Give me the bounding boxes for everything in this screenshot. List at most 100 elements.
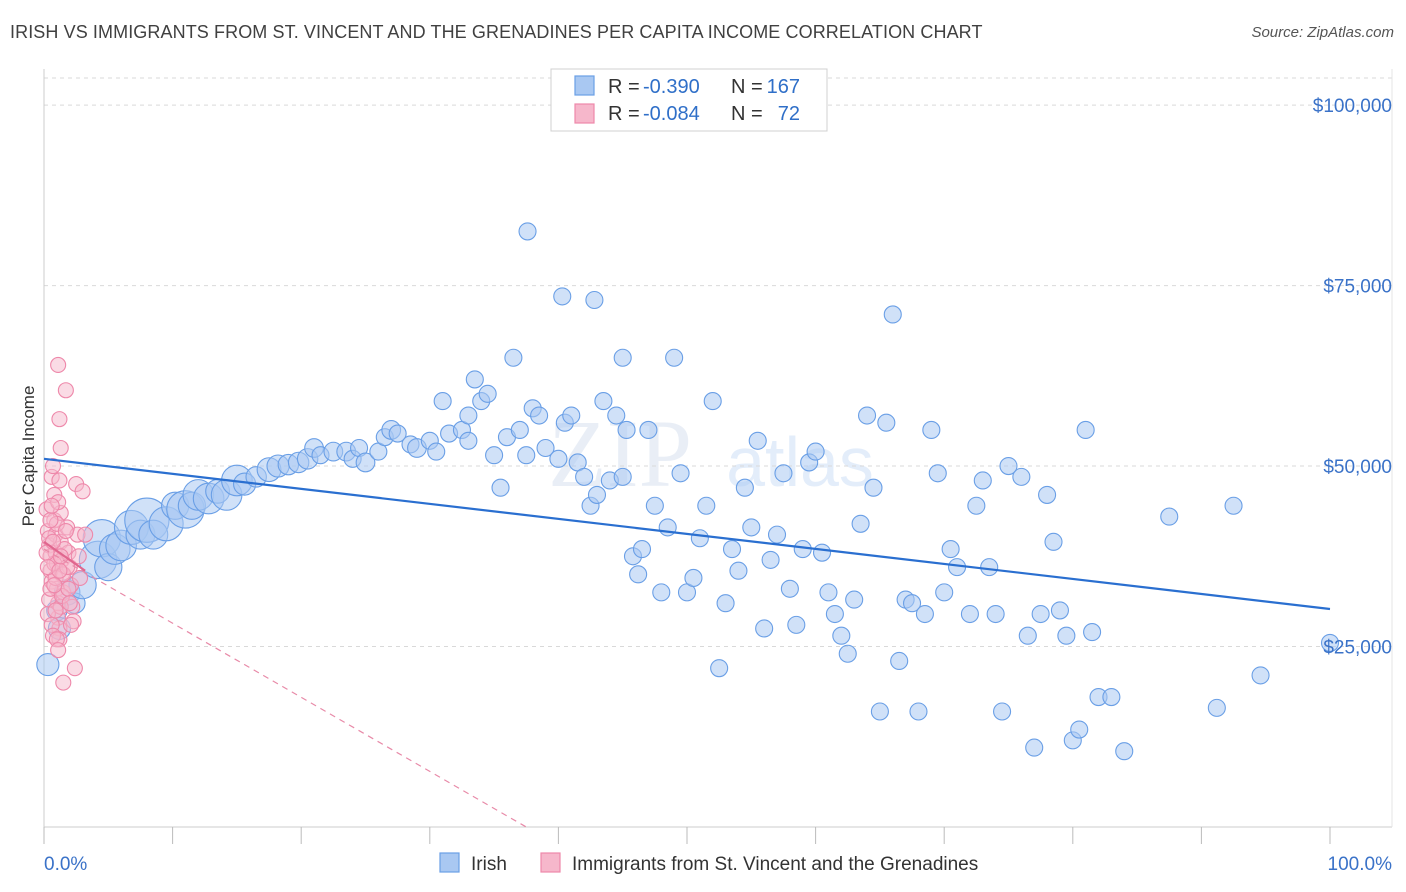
irish-trend-line bbox=[43, 457, 1331, 611]
irish-point bbox=[967, 496, 986, 515]
series-legend-swatch-immigrants bbox=[540, 852, 561, 873]
legend-r-value-immigrants: -0.084 bbox=[643, 103, 700, 125]
legend-r-label-irish: R = bbox=[608, 76, 640, 98]
irish-point bbox=[890, 651, 909, 671]
irish-point bbox=[562, 406, 581, 425]
irish-point bbox=[935, 583, 954, 602]
legend-swatch-irish bbox=[574, 75, 595, 96]
legend-n-value-immigrants: 72 bbox=[778, 103, 800, 125]
irish-point bbox=[553, 287, 572, 306]
y-tick-label: $50,000 bbox=[1323, 457, 1392, 478]
gridlines bbox=[44, 77, 1392, 648]
series-legend-label-immigrants: Immigrants from St. Vincent and the Gren… bbox=[572, 854, 978, 875]
irish-point bbox=[518, 222, 537, 241]
irish-point bbox=[729, 561, 748, 580]
irish-point bbox=[806, 442, 825, 461]
irish-point bbox=[1050, 601, 1069, 620]
immigrant-point bbox=[60, 580, 77, 597]
irish-point bbox=[915, 604, 934, 624]
immigrant-point bbox=[50, 642, 67, 659]
svg-immigrant-points bbox=[38, 356, 94, 691]
y-tick-label: $75,000 bbox=[1323, 277, 1392, 298]
irish-point bbox=[459, 406, 478, 425]
irish-point bbox=[928, 464, 947, 483]
immigrant-point bbox=[57, 522, 74, 540]
immigrant-point bbox=[52, 548, 69, 565]
irish-point bbox=[767, 525, 787, 544]
irish-point bbox=[1083, 623, 1102, 642]
irish-point bbox=[1320, 633, 1340, 652]
legend-r-value-irish: -0.390 bbox=[643, 76, 700, 98]
axes bbox=[43, 69, 1393, 844]
irish-point bbox=[825, 604, 844, 624]
legend-n-value-irish: 167 bbox=[767, 76, 800, 98]
immigrant-point bbox=[52, 439, 69, 457]
irish-point bbox=[761, 550, 780, 569]
immigrant-point bbox=[62, 616, 80, 633]
immigrant-point bbox=[51, 411, 68, 428]
irish-point bbox=[594, 392, 613, 411]
immigrant-point bbox=[55, 674, 72, 691]
irish-point bbox=[690, 529, 709, 548]
irish-point bbox=[1115, 742, 1134, 761]
irish-point bbox=[909, 702, 928, 721]
irish-point bbox=[710, 659, 729, 678]
immigrant-point bbox=[50, 356, 67, 374]
irish-point bbox=[960, 604, 979, 624]
irish-point bbox=[735, 478, 754, 497]
irish-point bbox=[639, 420, 658, 440]
irish-point bbox=[575, 467, 594, 486]
irish-point bbox=[1038, 485, 1057, 504]
irish-point bbox=[510, 420, 529, 440]
immigrant-point bbox=[42, 512, 59, 529]
irish-point bbox=[845, 590, 864, 609]
irish-point bbox=[465, 370, 484, 389]
irish-point bbox=[1057, 626, 1076, 645]
x-tick-label-left: 0.0% bbox=[44, 854, 87, 875]
irish-point bbox=[902, 594, 922, 613]
irish-point bbox=[941, 540, 960, 559]
irish-point bbox=[883, 305, 902, 324]
irish-point bbox=[780, 579, 799, 598]
irish-point bbox=[607, 406, 626, 425]
irish-point bbox=[478, 384, 497, 403]
irish-point bbox=[504, 348, 523, 367]
irish-point bbox=[549, 449, 568, 468]
immigrant-point bbox=[51, 472, 68, 489]
irish-point bbox=[819, 583, 838, 602]
y-tick-label: $100,000 bbox=[1313, 96, 1392, 117]
irish-point bbox=[427, 442, 446, 461]
irish-point bbox=[851, 514, 870, 533]
legend-n-label-immigrants: N = bbox=[731, 103, 763, 125]
irish-point bbox=[973, 471, 992, 490]
irish-point bbox=[665, 348, 684, 367]
irish-point bbox=[877, 413, 896, 432]
correlation-legend: R = -0.390 N = 167 R = -0.084 N = 72 bbox=[550, 68, 828, 132]
irish-points bbox=[36, 222, 1340, 761]
series-legend-swatch-irish bbox=[439, 852, 460, 873]
irish-point bbox=[697, 496, 716, 515]
x-tick-label-right: 100.0% bbox=[1328, 854, 1393, 875]
irish-point bbox=[742, 518, 761, 537]
irish-point bbox=[722, 540, 742, 559]
irish-point bbox=[993, 702, 1012, 721]
irish-point bbox=[864, 478, 883, 497]
immigrant-point bbox=[46, 577, 63, 594]
irish-point bbox=[1031, 604, 1050, 624]
chart-title: IRISH VS IMMIGRANTS FROM ST. VINCENT AND… bbox=[10, 22, 983, 42]
irish-point bbox=[787, 615, 806, 634]
irish-point bbox=[1207, 698, 1226, 717]
irish-point bbox=[587, 485, 607, 504]
irish-point bbox=[433, 392, 452, 411]
irish-point bbox=[629, 565, 648, 584]
immigrant-point bbox=[43, 497, 60, 514]
irish-point bbox=[671, 464, 690, 483]
irish-point bbox=[388, 424, 407, 443]
irish-point bbox=[536, 438, 555, 458]
irish-point bbox=[645, 496, 664, 515]
irish-point bbox=[755, 619, 774, 638]
immigrant-point bbox=[77, 526, 94, 543]
immigrant-point bbox=[74, 483, 91, 500]
irish-point bbox=[1160, 507, 1179, 526]
immigrant-point bbox=[47, 602, 64, 619]
